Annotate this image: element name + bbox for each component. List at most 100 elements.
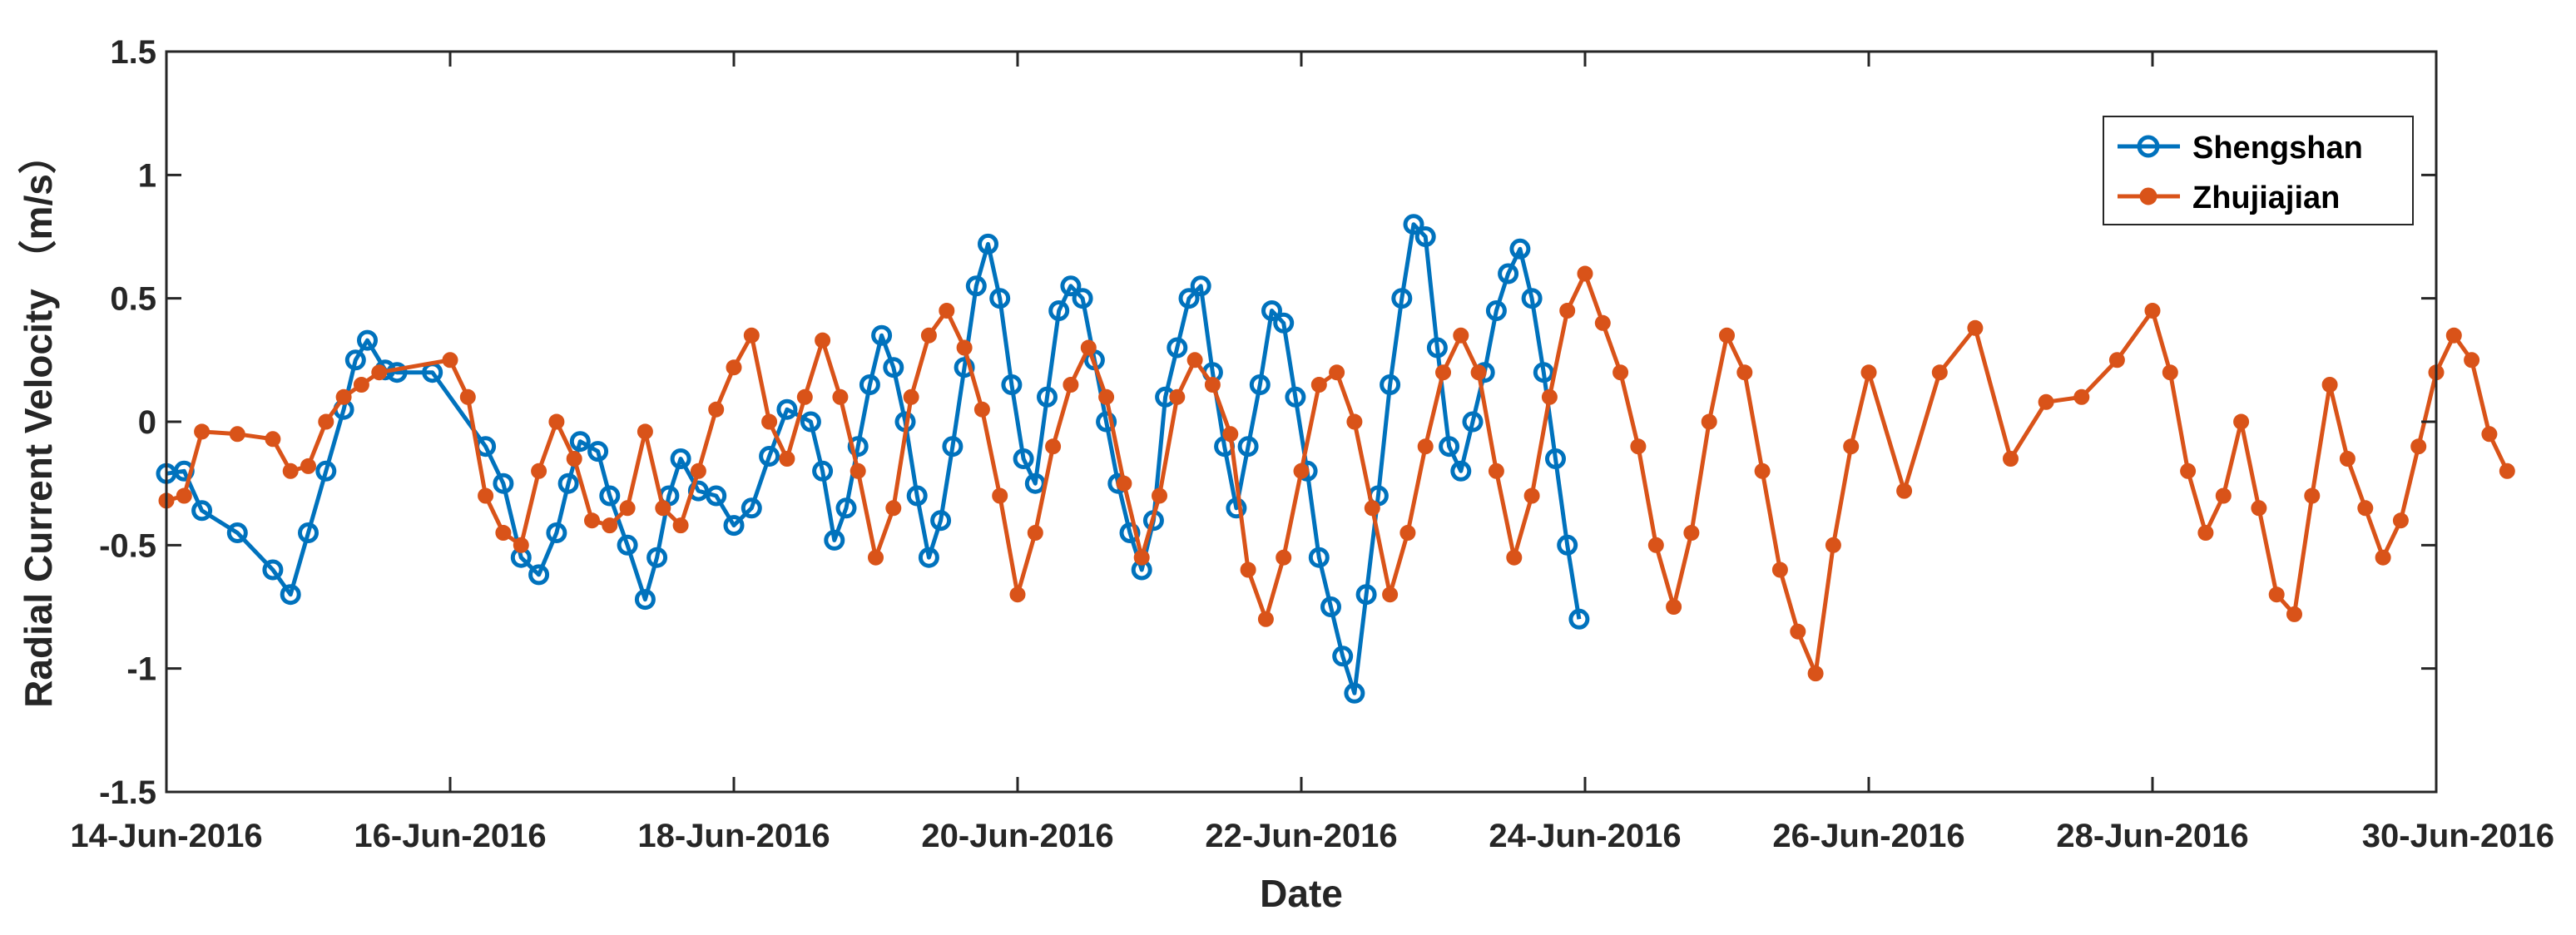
data-point	[1843, 438, 1860, 455]
data-point	[513, 537, 529, 553]
data-point	[265, 431, 281, 448]
data-point	[357, 329, 378, 351]
data-point	[741, 497, 762, 519]
data-point	[353, 377, 369, 393]
data-point	[1612, 364, 1629, 381]
data-point	[1027, 525, 1043, 541]
data-point	[1293, 463, 1310, 479]
data-point	[2197, 525, 2214, 541]
data-point	[546, 522, 567, 543]
data-point	[1226, 497, 1247, 519]
data-point	[569, 431, 591, 453]
data-point	[708, 401, 725, 418]
data-point	[2162, 364, 2178, 381]
data-point	[1683, 525, 1700, 541]
data-point	[726, 359, 742, 376]
data-point	[1541, 388, 1558, 405]
y-tick-label: -0.5	[99, 527, 156, 564]
data-point	[2499, 463, 2515, 479]
data-point	[1647, 537, 1664, 553]
legend-shengshan-label: Shengshan	[2192, 131, 2363, 166]
data-point	[335, 388, 352, 405]
data-point	[1666, 599, 1682, 615]
data-point	[2410, 438, 2427, 455]
data-point	[1967, 319, 1984, 336]
data-point	[920, 327, 937, 344]
data-point	[939, 303, 955, 319]
data-point	[619, 500, 636, 517]
data-point	[1098, 388, 1115, 405]
data-point	[965, 275, 987, 297]
data-point	[868, 549, 884, 566]
data-point	[670, 448, 691, 469]
data-point	[743, 327, 760, 344]
data-point	[1380, 374, 1401, 395]
data-point	[824, 529, 845, 551]
data-point	[2304, 487, 2321, 504]
data-point	[1453, 327, 1469, 344]
data-point	[1364, 500, 1380, 517]
data-point	[1167, 337, 1188, 359]
data-point	[2215, 487, 2232, 504]
data-point	[942, 436, 964, 458]
data-point	[1825, 537, 1841, 553]
data-point	[1498, 263, 1519, 284]
data-point	[1037, 386, 1058, 408]
data-point	[672, 517, 689, 534]
data-point	[1190, 275, 1211, 297]
data-point	[1346, 413, 1363, 430]
data-point	[1523, 487, 1540, 504]
data-point	[1276, 549, 1292, 566]
data-point	[973, 401, 990, 418]
data-point	[903, 388, 919, 405]
data-point	[1060, 275, 1082, 297]
data-point	[1414, 226, 1436, 247]
data-point	[548, 413, 565, 430]
x-tick-label: 18-Jun-2016	[637, 818, 830, 854]
data-point	[850, 463, 866, 479]
data-point	[1119, 522, 1141, 543]
data-point	[1344, 682, 1365, 704]
y-tick-label: 1	[138, 157, 156, 194]
data-point	[847, 436, 869, 458]
data-point	[2339, 451, 2356, 467]
data-point	[1488, 463, 1504, 479]
data-point	[1096, 411, 1117, 433]
data-point	[1308, 547, 1330, 568]
data-point	[1222, 426, 1239, 443]
data-point	[859, 374, 880, 395]
data-point	[1391, 288, 1413, 309]
data-point	[1001, 374, 1023, 395]
ticks-layer: -1.5 -1 -0.5 0 0.5 1 1.5 14-Jun-2016 16-Jun-2016…	[70, 34, 2554, 854]
data-point	[1594, 314, 1611, 331]
data-point	[706, 485, 727, 507]
data-point	[1133, 549, 1150, 566]
data-point	[954, 357, 975, 378]
x-tick-label: 26-Jun-2016	[1772, 818, 1964, 854]
data-point	[2003, 451, 2019, 467]
data-point	[2073, 388, 2090, 405]
data-point	[1329, 364, 1345, 381]
data-point	[2481, 426, 2498, 443]
data-point	[1261, 300, 1282, 321]
data-point	[459, 388, 476, 405]
data-point	[723, 515, 745, 537]
data-point	[956, 339, 973, 356]
data-point	[1310, 377, 1327, 393]
data-point	[2392, 512, 2409, 529]
data-point	[992, 487, 1008, 504]
data-point	[776, 398, 798, 420]
data-point	[344, 349, 366, 371]
data-point	[800, 411, 821, 433]
data-point	[885, 500, 902, 517]
data-point	[759, 446, 780, 467]
data-point	[587, 441, 609, 463]
x-tick-label: 24-Jun-2016	[1489, 818, 1681, 854]
data-point	[602, 517, 618, 534]
data-point	[1063, 377, 1079, 393]
data-point	[1072, 288, 1093, 309]
data-point	[1462, 411, 1484, 433]
data-point	[531, 463, 547, 479]
data-point	[812, 460, 834, 482]
